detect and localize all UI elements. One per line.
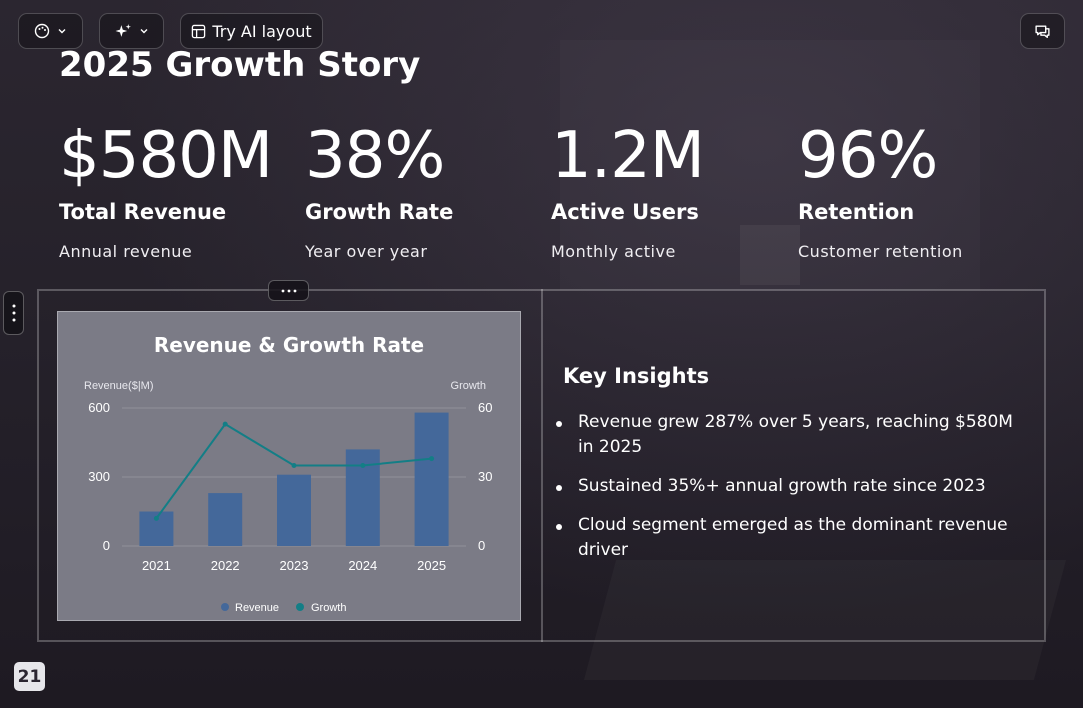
background-shape	[740, 225, 800, 285]
insight-text: Cloud segment emerged as the dominant re…	[578, 515, 1008, 560]
x-tick-label: 2025	[417, 558, 446, 573]
stat-active-users[interactable]: 1.2M Active Users Monthly active	[551, 118, 791, 261]
try-ai-layout-button[interactable]: Try AI layout	[180, 13, 323, 49]
stat-value: 38%	[305, 119, 445, 193]
x-tick-label: 2023	[280, 558, 309, 573]
insights-title[interactable]: Key Insights	[563, 364, 710, 388]
block-drag-handle[interactable]	[3, 291, 24, 335]
y-tick-label: 0	[103, 538, 110, 553]
stat-total-revenue[interactable]: $580M Total Revenue Annual revenue	[59, 118, 299, 261]
magic-button[interactable]	[99, 13, 164, 49]
y-tick-label: 600	[88, 400, 110, 415]
chevron-down-icon	[139, 26, 149, 36]
y2-tick-label: 30	[478, 469, 492, 484]
comment-button[interactable]	[1020, 13, 1065, 49]
bullet-icon	[556, 485, 562, 491]
bar-revenue-2023	[277, 474, 311, 546]
point-growth-2025	[429, 456, 435, 462]
y-tick-label: 300	[88, 469, 110, 484]
legend-growth-marker	[296, 603, 304, 611]
x-tick-label: 2021	[142, 558, 171, 573]
insight-text: Sustained 35%+ annual growth rate since …	[578, 476, 986, 496]
stat-label: Retention	[798, 200, 915, 224]
slide-title[interactable]: 2025 Growth Story	[59, 45, 421, 85]
legend-revenue-label: Revenue	[235, 602, 279, 614]
page-number[interactable]: 21	[14, 662, 45, 691]
bullet-icon	[556, 524, 562, 530]
content-row-frame	[37, 289, 1046, 642]
stat-value: 1.2M	[551, 119, 705, 193]
stat-growth-rate[interactable]: 38% Growth Rate Year over year	[305, 118, 545, 261]
more-horizontal-icon	[278, 288, 300, 294]
stat-description: Year over year	[305, 242, 428, 261]
revenue-growth-chart[interactable]: Revenue & Growth Rate Revenue($|M) Growth 6…	[57, 311, 521, 621]
insight-item: Cloud segment emerged as the dominant re…	[556, 513, 1026, 563]
chevron-down-icon	[57, 26, 67, 36]
y-axis-label: Revenue($|M)	[84, 380, 154, 392]
comment-icon	[1034, 23, 1051, 40]
insight-text: Revenue grew 287% over 5 years, reaching…	[578, 412, 1013, 457]
bar-revenue-2025	[414, 412, 449, 546]
stat-retention[interactable]: 96% Retention Customer retention	[798, 118, 1038, 261]
row-drag-handle[interactable]	[268, 280, 309, 301]
y2-axis-label: Growth	[451, 380, 486, 392]
point-growth-2022	[222, 421, 228, 427]
palette-icon	[34, 23, 50, 39]
legend-growth-label: Growth	[311, 602, 346, 614]
stat-value: $580M	[59, 119, 273, 193]
try-ai-layout-label: Try AI layout	[212, 21, 312, 41]
stat-value: 96%	[798, 119, 938, 193]
layout-icon	[191, 24, 206, 39]
stat-label: Active Users	[551, 200, 699, 224]
y2-tick-label: 60	[478, 400, 492, 415]
stat-label: Growth Rate	[305, 200, 454, 224]
insight-item: Revenue grew 287% over 5 years, reaching…	[556, 410, 1026, 460]
sparkles-icon	[115, 23, 132, 40]
legend-revenue-marker	[221, 603, 229, 611]
bar-revenue-2022	[208, 493, 243, 546]
x-tick-label: 2024	[348, 558, 377, 573]
y2-tick-label: 0	[478, 538, 485, 553]
stat-description: Customer retention	[798, 242, 963, 261]
stat-label: Total Revenue	[59, 200, 227, 224]
stat-description: Annual revenue	[59, 242, 193, 261]
column-divider	[541, 289, 543, 642]
x-tick-label: 2022	[211, 558, 240, 573]
more-vertical-icon	[11, 301, 17, 325]
stat-description: Monthly active	[551, 242, 676, 261]
point-growth-2023	[291, 463, 297, 468]
chart-title: Revenue & Growth Rate	[154, 333, 424, 357]
chart-svg: Revenue & Growth Rate Revenue($|M) Growth 6…	[84, 333, 492, 614]
insights-list[interactable]: Revenue grew 287% over 5 years, reaching…	[556, 410, 1026, 577]
bullet-icon	[556, 421, 562, 427]
theme-button[interactable]	[18, 13, 83, 49]
point-growth-2024	[360, 463, 366, 468]
insight-item: Sustained 35%+ annual growth rate since …	[556, 474, 1026, 499]
point-growth-2021	[153, 515, 159, 521]
